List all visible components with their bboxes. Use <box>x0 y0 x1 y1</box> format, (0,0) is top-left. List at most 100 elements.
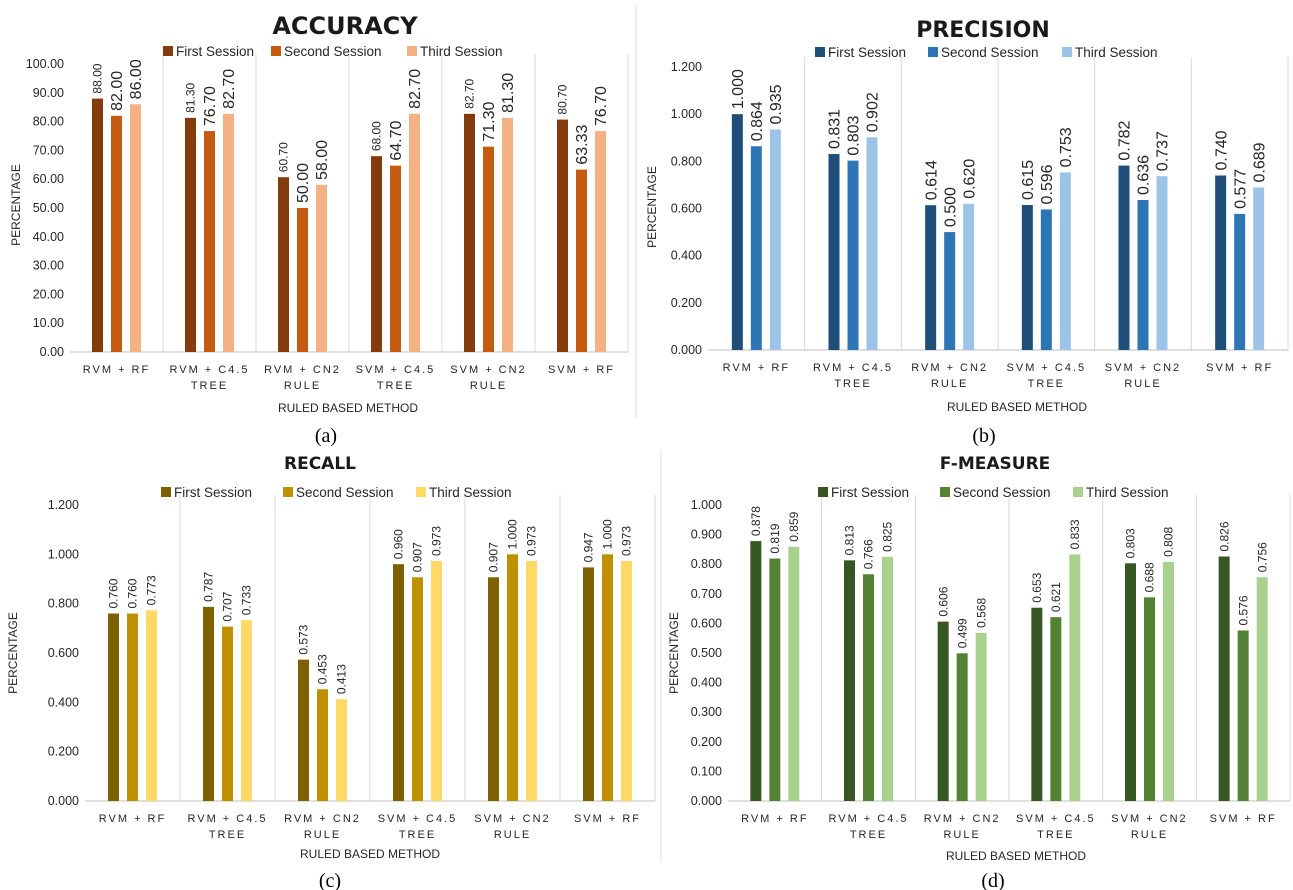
data-label: 0.689 <box>1251 142 1268 182</box>
data-label: 0.803 <box>1124 528 1138 558</box>
bar <box>371 156 382 352</box>
data-label: 0.760 <box>126 578 140 608</box>
legend-label: First Session <box>831 485 909 500</box>
y-tick-label: 100.00 <box>26 57 64 71</box>
data-label: 0.907 <box>487 542 501 572</box>
bar <box>223 113 234 352</box>
legend-label: Second Session <box>953 485 1051 500</box>
accuracy-chart: ACCURACY 0.00 10.00 20.00 30.00 40.00 50.00 60.… <box>9 12 629 447</box>
data-label: 0.831 <box>827 109 844 149</box>
y-axis-title: PERCENTAGE <box>9 164 23 246</box>
data-label: 0.453 <box>316 654 330 684</box>
x-category-label: SVM + C4.5 <box>1016 813 1096 825</box>
bar <box>583 567 594 801</box>
data-label: 0.947 <box>582 532 596 562</box>
chart-title: RECALL <box>284 454 356 474</box>
chart-title: F-MEASURE <box>940 454 1051 474</box>
y-tick-label: 0.600 <box>48 646 79 660</box>
data-label: 0.935 <box>768 84 785 124</box>
data-label: 60.70 <box>277 142 291 172</box>
legend-label: First Session <box>176 44 254 59</box>
legend-swatch <box>161 487 171 497</box>
y-tick-label: 0.000 <box>691 794 722 808</box>
data-label: 58.00 <box>314 140 331 180</box>
bar <box>146 610 157 801</box>
data-label: 0.615 <box>1020 160 1037 200</box>
x-category-label: SVM + CN2 <box>1111 813 1187 825</box>
x-category-label: SVM + C4.5 <box>356 364 436 376</box>
bar <box>769 558 781 801</box>
data-label: 0.413 <box>335 664 349 694</box>
bar <box>1215 175 1227 350</box>
bar <box>975 632 987 801</box>
x-category-label: TREE <box>1028 378 1065 390</box>
bar <box>731 114 743 351</box>
data-label: 0.825 <box>881 521 895 551</box>
bar <box>882 556 893 801</box>
bar <box>621 560 632 801</box>
bar <box>464 113 475 352</box>
x-category-label: RVM + C4.5 <box>813 362 893 374</box>
data-label: 0.787 <box>202 572 216 602</box>
bar <box>203 606 214 801</box>
data-label: 0.573 <box>297 624 311 654</box>
data-label: 0.819 <box>768 523 782 553</box>
y-tick-label: 0.600 <box>691 616 722 630</box>
x-category-label: RULE <box>943 829 980 841</box>
x-category-label: SVM + RF <box>548 364 615 376</box>
bar <box>1069 554 1081 801</box>
y-axis-title: PERCENTAGE <box>645 166 659 248</box>
data-label: 0.499 <box>955 618 969 648</box>
bar <box>1218 556 1230 801</box>
data-label: 0.653 <box>1030 572 1044 602</box>
panel-label: (c) <box>319 870 341 890</box>
bar <box>788 546 800 801</box>
bar <box>431 560 442 801</box>
bar <box>1040 209 1052 350</box>
data-label: 0.973 <box>430 526 444 556</box>
data-label: 71.30 <box>481 102 498 142</box>
data-label: 0.614 <box>923 160 940 200</box>
x-category-label: RVM + RF <box>741 813 808 825</box>
data-label: 63.33 <box>574 124 591 164</box>
y-tick-label: 0.500 <box>691 646 722 660</box>
legend-swatch <box>928 47 938 57</box>
bar <box>298 659 309 801</box>
bar <box>944 232 956 350</box>
bar <box>866 137 878 350</box>
bar <box>1021 204 1033 350</box>
data-label: 0.606 <box>936 586 950 616</box>
bar <box>1059 172 1071 350</box>
y-tick-label: 0.800 <box>48 597 79 611</box>
data-label: 1.000 <box>730 69 747 109</box>
bar <box>412 577 423 801</box>
data-label: 0.760 <box>107 578 121 608</box>
data-label: 0.859 <box>787 511 801 541</box>
bar <box>204 131 215 352</box>
data-label: 0.620 <box>961 159 978 199</box>
data-label: 0.756 <box>1255 542 1269 572</box>
bar <box>963 203 975 350</box>
bar <box>1237 630 1249 801</box>
bar <box>130 104 141 352</box>
bar <box>750 541 762 801</box>
bar <box>507 554 518 801</box>
x-category-label: RULE <box>931 378 968 390</box>
data-label: 50.00 <box>295 163 312 203</box>
data-label: 82.70 <box>221 69 238 109</box>
legend-label: Third Session <box>429 485 512 500</box>
bar <box>409 113 420 352</box>
bar <box>1256 577 1268 801</box>
x-category-label: RULE <box>284 380 321 392</box>
y-tick-label: 0.000 <box>48 794 79 808</box>
x-category-label: SVM + RF <box>1210 813 1277 825</box>
data-label: 64.70 <box>388 121 405 161</box>
y-tick-label: 0.100 <box>691 764 722 778</box>
y-tick-label: 0.400 <box>671 249 702 263</box>
bar <box>502 117 513 352</box>
x-category-label: TREE <box>191 380 228 392</box>
x-category-label: TREE <box>209 829 246 841</box>
y-tick-label: 0.200 <box>671 296 702 310</box>
bar <box>222 626 233 801</box>
